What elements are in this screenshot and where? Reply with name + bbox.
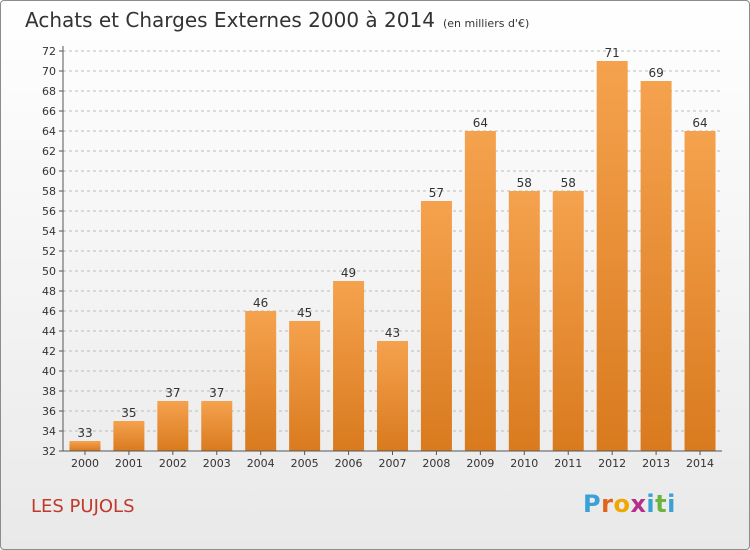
axes: 32 34 36 38 40 42 44 46 48 50 52 54 56 58 60 62 64 66 68 70…: [42, 45, 722, 470]
bar-value-label: 43: [385, 326, 400, 340]
bar-value-label: 64: [473, 116, 488, 130]
x-tick-label: 2002: [159, 457, 187, 470]
y-tick-label: 38: [42, 385, 56, 398]
x-tick-label: 2004: [247, 457, 275, 470]
y-tick-label: 64: [42, 125, 56, 138]
y-tick-label: 58: [42, 185, 56, 198]
bar: [684, 131, 716, 451]
y-tick-label: 66: [42, 105, 56, 118]
bar: [245, 311, 277, 451]
chart-title: Achats et Charges Externes 2000 à 2014: [25, 8, 435, 32]
logo-letter: i: [646, 490, 656, 518]
y-tick-label: 50: [42, 265, 56, 278]
x-tick-label: 2009: [466, 457, 494, 470]
y-tick-label: 60: [42, 165, 56, 178]
y-tick-label: 52: [42, 245, 56, 258]
x-tick-label: 2007: [379, 457, 407, 470]
bar-value-label: 58: [561, 176, 576, 190]
y-tick-label: 34: [42, 425, 56, 438]
bar: [377, 341, 408, 451]
y-tick-label: 42: [42, 345, 56, 358]
bar: [508, 191, 540, 451]
y-tick-label: 70: [42, 65, 56, 78]
bar: [333, 281, 365, 451]
chart-subtitle: (en milliers d'€): [442, 17, 530, 30]
bar: [201, 401, 233, 451]
y-tick-label: 54: [42, 225, 56, 238]
bar: [464, 131, 496, 451]
bar: [113, 421, 145, 451]
x-tick-label: 2011: [554, 457, 582, 470]
logo-letter: t: [655, 490, 668, 518]
y-tick-label: 32: [42, 445, 56, 458]
x-tick-label: 2014: [686, 457, 714, 470]
y-tick-label: 56: [42, 205, 56, 218]
y-tick-label: 62: [42, 145, 56, 158]
bar-value-label: 46: [253, 296, 268, 310]
x-tick-label: 2008: [422, 457, 450, 470]
bar: [420, 201, 452, 451]
y-tick-label: 68: [42, 85, 56, 98]
bar-value-label: 37: [209, 386, 224, 400]
bar-value-label: 69: [648, 66, 663, 80]
commune-name: LES PUJOLS: [31, 496, 135, 517]
logo-letter: i: [667, 490, 676, 518]
y-tick-label: 40: [42, 365, 56, 378]
y-tick-label: 44: [42, 325, 56, 338]
bar-value-label: 71: [605, 46, 620, 60]
x-tick-label: 2000: [71, 457, 99, 470]
bar-value-label: 57: [429, 186, 444, 200]
bar-value-label: 49: [341, 266, 356, 280]
y-tick-label: 72: [42, 45, 56, 58]
x-tick-label: 2006: [335, 457, 363, 470]
bars: 33 35 37 37 46 45 49 43 57 64 58 58 71 69 64: [69, 46, 716, 451]
y-tick-label: 46: [42, 305, 56, 318]
bar: [596, 61, 628, 451]
x-tick-label: 2001: [115, 457, 143, 470]
bar-value-label: 33: [77, 426, 92, 440]
bar: [552, 191, 584, 451]
x-tick-label: 2013: [642, 457, 670, 470]
chart-title-block: Achats et Charges Externes 2000 à 2014 (e…: [25, 8, 529, 32]
proxiti-logo: Proxiti: [583, 490, 676, 518]
bar: [289, 321, 321, 451]
x-tick-label: 2005: [291, 457, 319, 470]
bar-value-label: 58: [517, 176, 532, 190]
logo-letter: x: [630, 490, 647, 518]
bar-value-label: 35: [121, 406, 136, 420]
logo-letter: P: [583, 490, 602, 518]
bar-value-label: 37: [165, 386, 180, 400]
x-tick-label: 2003: [203, 457, 231, 470]
bar: [640, 81, 672, 451]
y-tick-label: 36: [42, 405, 56, 418]
logo-letter: r: [601, 490, 614, 518]
bar: [69, 441, 101, 451]
bar: [157, 401, 189, 451]
bar-value-label: 45: [297, 306, 312, 320]
x-tick-label: 2012: [598, 457, 626, 470]
bar-value-label: 64: [692, 116, 707, 130]
x-tick-label: 2010: [510, 457, 538, 470]
logo-letter: o: [613, 490, 631, 518]
y-tick-label: 48: [42, 285, 56, 298]
